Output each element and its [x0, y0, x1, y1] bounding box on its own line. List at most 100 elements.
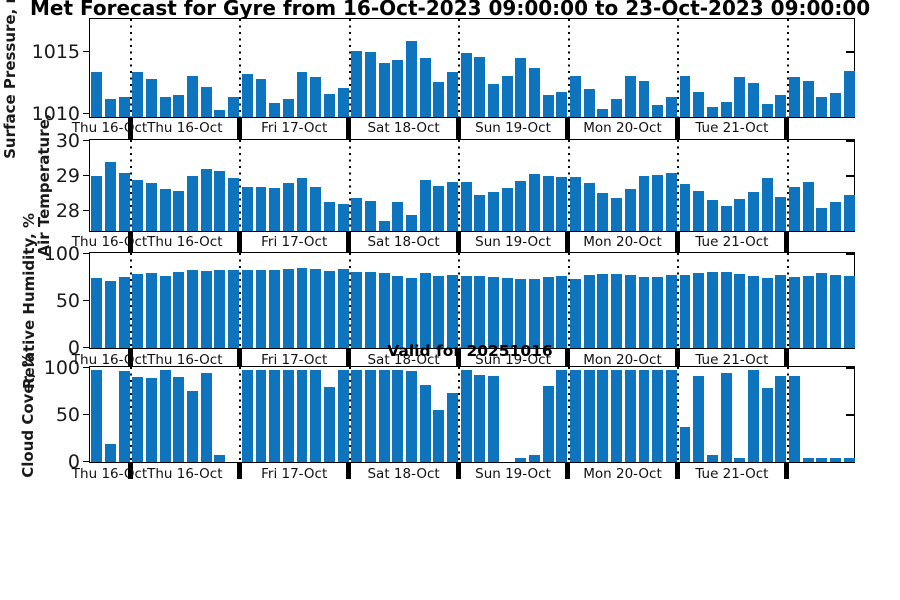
bar [159, 369, 171, 462]
x-tick-label: Tue 21-Oct [695, 234, 769, 250]
bar [788, 76, 800, 117]
bar [830, 201, 841, 231]
bar [529, 455, 541, 462]
bar [542, 385, 554, 462]
bar [652, 369, 664, 462]
bar [378, 272, 390, 348]
day-boundary-mark [674, 231, 680, 252]
bar [91, 369, 103, 462]
bar [378, 369, 390, 462]
bar [679, 427, 691, 462]
bar [296, 369, 308, 462]
day-gridline [677, 367, 680, 462]
day-boundary-mark [237, 463, 242, 479]
bar [419, 272, 431, 348]
bar [706, 271, 718, 348]
bar [734, 273, 746, 348]
bar [200, 169, 212, 231]
bar [419, 58, 431, 117]
bar [351, 197, 363, 231]
day-boundary-mark [455, 117, 461, 139]
x-tick-label: Fri 17-Oct [261, 120, 328, 136]
bar [843, 70, 855, 117]
air-temperature-plot [89, 139, 855, 232]
day-gridline [239, 140, 242, 231]
bar [159, 189, 171, 231]
bar [734, 76, 746, 117]
y-tick-label: 100 [43, 356, 80, 379]
bar [843, 458, 855, 462]
bar [474, 374, 486, 462]
surface-pressure-plot [89, 18, 855, 118]
bar [638, 276, 650, 348]
bar [269, 369, 281, 462]
bar [624, 274, 636, 348]
bar [132, 180, 144, 231]
bar [200, 372, 212, 462]
bar [570, 177, 582, 231]
bar [611, 369, 623, 462]
y-tick-label: 50 [55, 289, 80, 312]
day-boundary-mark [455, 349, 461, 366]
y-tick-label: 50 [55, 403, 80, 426]
bar [159, 275, 171, 348]
bar [474, 57, 486, 117]
bar [488, 276, 499, 348]
bar [597, 192, 609, 231]
x-tick-label: Sun 19-Oct [475, 234, 551, 250]
y-tick-label: 30 [55, 129, 80, 152]
bar [105, 281, 116, 348]
day-gridline [239, 367, 242, 462]
x-tick-label: Sun 19-Oct [475, 351, 551, 368]
y-tick [846, 367, 854, 369]
relative-humidity-plot [89, 252, 855, 349]
bar [447, 393, 458, 462]
day-gridline [458, 140, 461, 231]
day-boundary-mark [127, 117, 133, 139]
bar [638, 80, 650, 117]
bar [433, 275, 445, 348]
day-gridline [130, 19, 133, 117]
day-gridline [458, 253, 461, 348]
day-gridline [567, 140, 570, 231]
bar [118, 96, 130, 117]
bar [515, 58, 527, 117]
bar [296, 71, 308, 117]
y-tick [83, 460, 89, 463]
bar [419, 180, 431, 231]
y-tick [83, 209, 89, 212]
bar [364, 52, 376, 117]
bar [747, 275, 759, 348]
day-gridline [130, 367, 133, 462]
bar [392, 59, 404, 117]
day-boundary-mark [674, 349, 680, 366]
day-boundary-mark [674, 463, 680, 479]
x-tick-label: Thu 16-Oct [71, 234, 148, 250]
bar [501, 277, 513, 348]
bar [460, 182, 472, 231]
x-tick-label: Thu 16-Oct [147, 465, 223, 482]
bar [282, 369, 294, 462]
bar [652, 105, 664, 117]
bar [556, 177, 568, 231]
bar [706, 106, 718, 117]
bar [679, 184, 691, 231]
bar [146, 182, 158, 231]
bar [720, 101, 732, 117]
bar [597, 369, 609, 462]
bar [91, 278, 103, 348]
x-tick-label: Thu 16-Oct [147, 234, 223, 250]
bar [187, 176, 199, 231]
day-gridline [348, 367, 351, 462]
bar [665, 96, 677, 117]
bar [146, 79, 158, 117]
bar [405, 41, 417, 117]
bar [364, 200, 376, 231]
day-boundary-mark [127, 349, 133, 366]
day-boundary-mark [346, 117, 352, 139]
bar [802, 458, 814, 462]
bar [146, 272, 158, 348]
x-tick-label: Mon 20-Oct [583, 120, 662, 136]
bar [187, 390, 199, 462]
bar [638, 369, 650, 462]
